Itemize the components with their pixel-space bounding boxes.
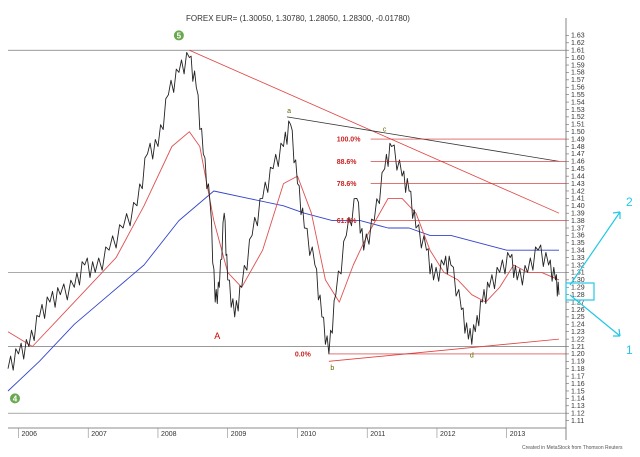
chart-title: FOREX EUR= (1.30050, 1.30780, 1.28050, 1… — [186, 14, 410, 23]
wave-label-a: a — [287, 108, 291, 115]
y-tick-label-38: 1.49 — [571, 136, 585, 143]
y-tick-label-49: 1.60 — [571, 55, 585, 62]
price-series — [7, 51, 560, 371]
y-tick-label-29: 1.40 — [571, 203, 585, 210]
y-tick-label-39: 1.50 — [571, 129, 585, 136]
trendline-0 — [189, 49, 560, 214]
annotation-label-2: 2 — [626, 195, 633, 209]
moving-average-blue — [7, 190, 559, 392]
fib-label-3: 61.8% — [337, 218, 358, 225]
y-tick-label-22: 1.33 — [571, 255, 585, 262]
y-tick-label-33: 1.44 — [571, 173, 585, 180]
fib-label-0: 100.0% — [337, 137, 362, 144]
wave-circle-4 — [9, 393, 20, 404]
y-tick-label-14: 1.25 — [571, 314, 585, 321]
y-tick-label-19: 1.30 — [571, 277, 585, 284]
x-tick-label-6: 2012 — [440, 431, 456, 438]
y-tick-label-51: 1.62 — [571, 40, 585, 47]
wave-circle-label-5: 5 — [177, 31, 182, 40]
x-tick-label-5: 2011 — [370, 431, 385, 438]
x-tick-label-2: 2008 — [161, 431, 177, 438]
y-tick-label-43: 1.54 — [571, 99, 585, 106]
y-tick-label-17: 1.28 — [571, 292, 585, 299]
y-tick-label-31: 1.42 — [571, 188, 585, 195]
y-tick-label-50: 1.61 — [571, 48, 585, 55]
x-tick-label-1: 2007 — [91, 431, 107, 438]
y-tick-label-7: 1.18 — [571, 366, 585, 373]
wave-circle-label-4: 4 — [13, 394, 18, 403]
chart-footer: Created in MetaStock from Thomson Reuter… — [522, 445, 623, 451]
y-tick-label-15: 1.26 — [571, 307, 585, 314]
y-tick-label-37: 1.48 — [571, 144, 585, 151]
annotation-arrow-up — [569, 211, 621, 286]
x-tick-label-4: 2010 — [300, 431, 316, 438]
annotation-box — [565, 282, 595, 301]
y-tick-label-6: 1.17 — [571, 373, 585, 380]
y-tick-label-35: 1.46 — [571, 159, 585, 166]
wave-label-b: b — [330, 365, 334, 372]
y-tick-label-27: 1.38 — [571, 218, 585, 225]
y-tick-label-28: 1.39 — [571, 210, 585, 217]
y-tick-label-48: 1.59 — [571, 62, 585, 69]
y-tick-label-52: 1.63 — [571, 33, 585, 40]
y-tick-label-30: 1.41 — [571, 196, 585, 203]
y-tick-label-13: 1.24 — [571, 322, 585, 329]
y-tick-label-18: 1.29 — [571, 285, 585, 292]
y-tick-label-1: 1.12 — [571, 410, 585, 417]
y-tick-label-32: 1.43 — [571, 181, 585, 188]
y-tick-label-44: 1.55 — [571, 92, 585, 99]
y-tick-label-0: 1.11 — [571, 418, 584, 425]
annotation-arrow-down — [569, 294, 621, 337]
moving-average-red — [7, 131, 560, 347]
y-tick-label-16: 1.27 — [571, 299, 585, 306]
y-tick-label-21: 1.32 — [571, 262, 585, 269]
y-tick-label-23: 1.34 — [571, 248, 585, 255]
y-tick-label-45: 1.56 — [571, 85, 585, 92]
y-tick-label-47: 1.58 — [571, 70, 585, 77]
y-tick-label-10: 1.21 — [571, 344, 585, 351]
y-tick-label-8: 1.19 — [571, 359, 585, 366]
wave-circle-5 — [173, 30, 184, 41]
fib-label-1: 88.6% — [337, 159, 358, 166]
x-tick-label-7: 2013 — [510, 431, 526, 438]
y-tick-label-41: 1.52 — [571, 114, 585, 121]
fib-label-4: 0.0% — [295, 351, 312, 358]
y-tick-label-5: 1.16 — [571, 381, 585, 388]
annotation-label-1: 1 — [626, 343, 633, 357]
y-tick-label-36: 1.47 — [571, 151, 585, 158]
y-tick-label-4: 1.15 — [571, 388, 585, 395]
y-tick-label-11: 1.22 — [571, 336, 585, 343]
y-tick-label-42: 1.53 — [571, 107, 585, 114]
fib-label-2: 78.6% — [337, 181, 358, 188]
y-tick-label-2: 1.13 — [571, 403, 585, 410]
y-tick-label-12: 1.23 — [571, 329, 585, 336]
y-tick-label-46: 1.57 — [571, 77, 585, 84]
y-tick-label-25: 1.36 — [571, 233, 585, 240]
y-tick-label-9: 1.20 — [571, 351, 585, 358]
wave-label-c: c — [383, 127, 387, 134]
wave-label-d: d — [470, 353, 474, 360]
y-tick-label-3: 1.14 — [571, 396, 585, 403]
y-tick-label-40: 1.51 — [571, 122, 585, 129]
x-tick-label-0: 2006 — [21, 431, 37, 438]
y-tick-label-34: 1.45 — [571, 166, 585, 173]
x-tick-label-3: 2009 — [231, 431, 247, 438]
y-tick-label-26: 1.37 — [571, 225, 585, 232]
trendline-2 — [328, 338, 560, 362]
wave-label-A: A — [214, 331, 220, 341]
y-tick-label-24: 1.35 — [571, 240, 585, 247]
